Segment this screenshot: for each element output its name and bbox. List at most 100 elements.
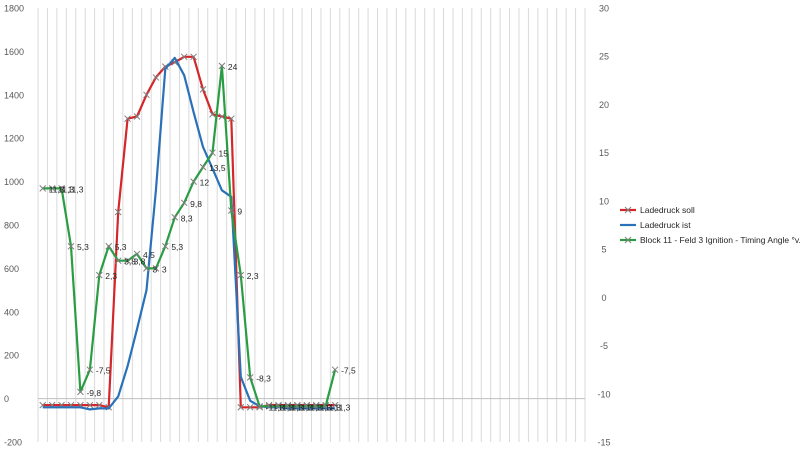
data-point-marker: [275, 402, 282, 410]
legend-marker: [624, 236, 632, 244]
y-right-tick-label: 15: [599, 148, 609, 158]
data-label: -11,3: [322, 402, 341, 412]
data-point-marker: [124, 257, 131, 265]
data-point-marker: [246, 374, 254, 381]
data-point-marker: [209, 110, 216, 118]
data-point-marker: [227, 115, 235, 123]
data-point-marker: [312, 402, 320, 410]
data-point-marker: [143, 265, 150, 272]
data-point-marker: [237, 271, 245, 279]
data-label: 5,3: [171, 242, 183, 252]
data-label: 5,3: [115, 242, 127, 252]
data-point-marker: [161, 242, 169, 250]
y-left-tick-label: 1200: [4, 134, 24, 144]
data-label: -9,8: [86, 388, 101, 398]
data-label: 13,5: [209, 163, 226, 173]
data-point-marker: [95, 401, 103, 409]
y-right-tick-label: 30: [599, 4, 609, 14]
data-point-marker: [331, 401, 339, 409]
legend: Ladedruck soll Ladedruck ist Block 11 - Fe…: [620, 205, 800, 245]
data-label: 11,3: [68, 184, 84, 194]
data-label: -7,5: [96, 366, 111, 376]
data-label: -11,3: [332, 402, 351, 412]
data-point-marker: [77, 388, 84, 396]
data-label: 15: [218, 149, 228, 159]
data-label: 24: [228, 62, 238, 72]
data-point-marker: [256, 402, 263, 410]
vertical-grid: [37, 8, 586, 442]
y-right-tick-label: 5: [601, 245, 606, 255]
y-left-tick-label: 800: [4, 221, 19, 231]
data-point-marker: [58, 184, 65, 192]
data-point-marker: [322, 402, 330, 410]
data-point-marker: [143, 91, 150, 99]
data-point-marker: [227, 207, 235, 214]
data-label: 4,5: [143, 250, 155, 260]
data-point-marker: [180, 53, 188, 61]
y-right-tick-label: 20: [599, 100, 609, 110]
legend-label-2: Ladedruck ist: [640, 220, 691, 230]
data-label: 11,3: [49, 184, 65, 194]
y-right-tick-label: 10: [599, 196, 609, 206]
data-label: 9: [237, 207, 242, 217]
series-line-3: [42, 64, 337, 408]
y-left-tick-label: 1400: [4, 90, 24, 100]
y-right-tick-label: 25: [599, 52, 609, 62]
data-point-marker: [209, 149, 216, 157]
y-left-tick-label: 1600: [4, 47, 24, 57]
data-point-marker: [171, 213, 179, 221]
y-left-tick-label: 400: [4, 307, 19, 317]
data-point-marker: [114, 257, 122, 265]
data-label: -11,3: [284, 402, 303, 412]
data-label: 11,3: [58, 184, 74, 194]
data-point-marker: [190, 178, 197, 185]
data-labels: 11,311,311,35,3-9,8-7,52,35,33,83,84,53 3…: [49, 62, 356, 412]
data-label: 3,8: [134, 257, 146, 267]
data-label: 8,3: [181, 213, 193, 223]
y-right-tick-label: -10: [597, 389, 610, 399]
data-label: 3: [162, 264, 167, 274]
data-point-marker: [133, 113, 141, 120]
data-point-marker: [331, 366, 339, 374]
series: [39, 53, 339, 411]
axes: -200020040060080010001200140016001800-15…: [4, 4, 611, 448]
y-right-tick-label: -5: [600, 341, 608, 351]
data-point-marker: [114, 208, 122, 216]
data-point-marker: [161, 63, 169, 70]
y-left-tick-label: 600: [4, 264, 19, 274]
data-label: -11,3: [313, 402, 332, 412]
data-label: 9,8: [190, 199, 202, 209]
data-label: -11,3: [275, 402, 294, 412]
data-point-marker: [133, 250, 141, 258]
data-point-marker: [303, 402, 311, 410]
data-point-marker: [86, 401, 94, 409]
data-point-marker: [190, 53, 197, 61]
data-point-marker: [218, 113, 226, 120]
data-label: 3: [152, 264, 157, 274]
y-left-tick-label: 0: [4, 394, 9, 404]
data-point-marker: [105, 242, 113, 250]
data-point-marker: [199, 86, 207, 93]
data-label: -7,5: [341, 366, 356, 376]
data-label: -11,3: [303, 402, 322, 412]
data-point-marker: [237, 403, 245, 411]
data-point-marker: [199, 163, 207, 171]
y-left-tick-label: -200: [4, 438, 22, 448]
legend-label-3: Block 11 - Feld 3 Ignition - Timing Angl…: [640, 235, 800, 245]
data-point-marker: [48, 184, 56, 192]
data-point-marker: [152, 265, 160, 272]
data-label: -11,3: [294, 402, 313, 412]
data-label: 2,3: [105, 271, 117, 281]
y-left-tick-label: 1000: [4, 177, 24, 187]
data-point-marker: [152, 74, 160, 81]
data-point-marker: [124, 115, 131, 123]
data-point-marker: [67, 242, 75, 250]
data-point-marker: [180, 199, 188, 207]
legend-label-1: Ladedruck soll: [640, 205, 695, 215]
data-point-marker: [293, 402, 301, 410]
data-point-marker: [39, 184, 47, 192]
data-point-marker: [95, 271, 103, 279]
data-point-marker: [265, 402, 273, 410]
